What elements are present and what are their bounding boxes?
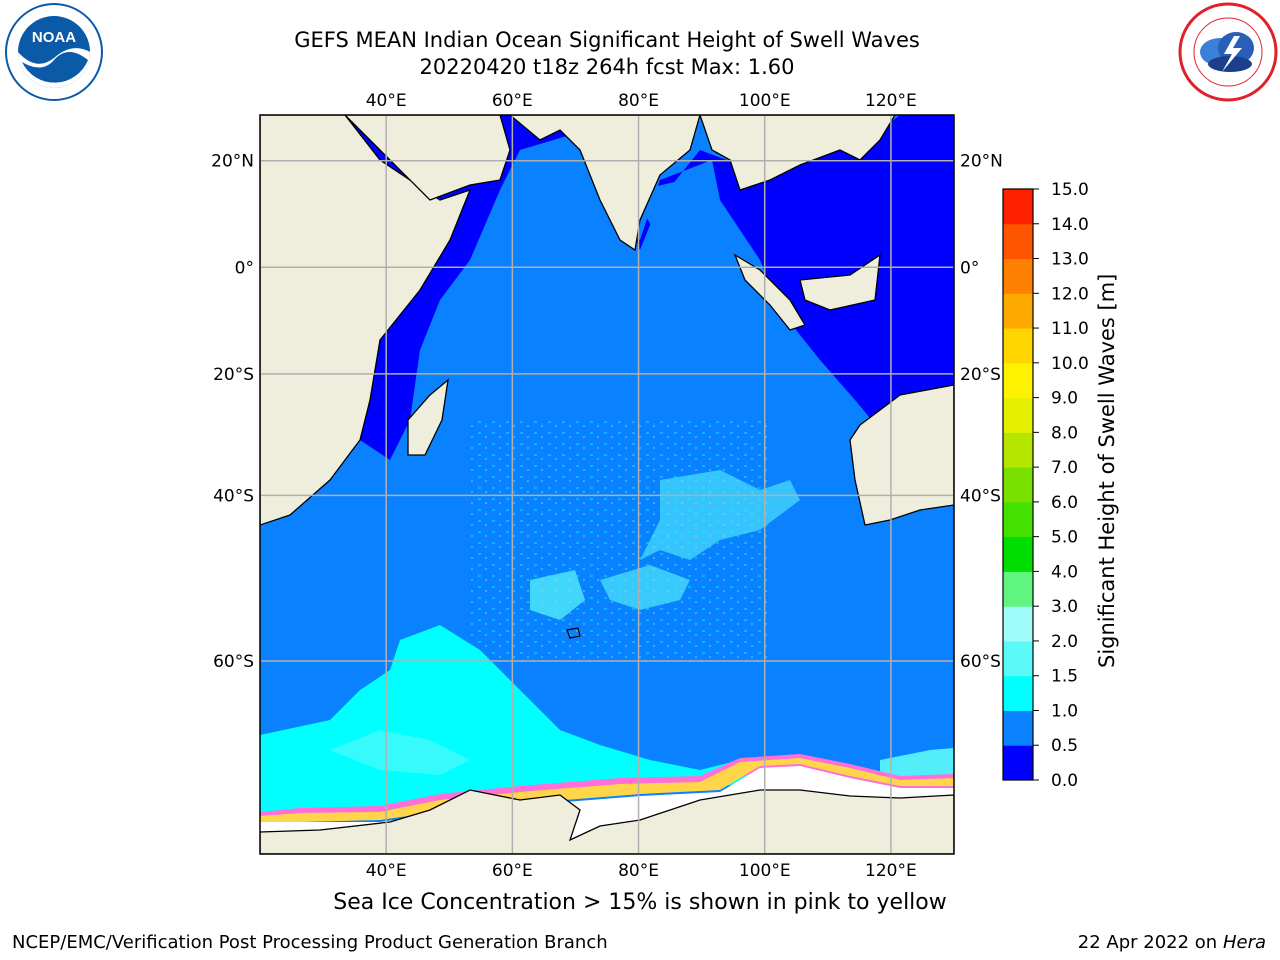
lat-tick-left: 0° <box>235 258 254 278</box>
nws-logo-icon <box>1178 2 1278 102</box>
chart-title: GEFS MEAN Indian Ocean Significant Heigh… <box>294 28 920 52</box>
borneo-land <box>799 253 881 311</box>
colorbar-swatch <box>1003 501 1033 538</box>
lon-tick-bottom: 60°E <box>492 861 533 881</box>
colorbar-tick-label: 4.0 <box>1051 562 1078 582</box>
footer-branch: NCEP/EMC/Verification Post Processing Pr… <box>12 932 608 953</box>
lon-tick-bottom: 100°E <box>739 861 791 881</box>
lat-tick-right: 20°S <box>960 365 1001 385</box>
lat-tick-left: 60°S <box>213 652 254 672</box>
australia-land <box>849 384 954 526</box>
colorbar-swatch <box>1003 397 1033 433</box>
colorbar-swatch <box>1003 223 1033 260</box>
africa-land <box>260 115 472 526</box>
colorbar-tick-label: 10.0 <box>1051 354 1089 374</box>
colorbar-swatch <box>1003 328 1033 364</box>
lon-tick-bottom: 40°E <box>366 861 407 881</box>
lat-tick-left: 20°S <box>213 365 254 385</box>
lat-tick-right: 20°N <box>960 152 1003 172</box>
colorbar-tick-label: 11.0 <box>1051 319 1089 339</box>
colorbar-swatch <box>1003 606 1033 642</box>
colorbar-swatch <box>1003 710 1033 746</box>
lon-tick-bottom: 120°E <box>865 861 917 881</box>
colorbar-tick-label: 12.0 <box>1051 284 1089 304</box>
colorbar-tick-label: 5.0 <box>1051 528 1078 548</box>
noaa-logo-icon: NOAA <box>5 3 103 101</box>
colorbar-tick-label: 7.0 <box>1051 458 1078 478</box>
low-swell-region <box>345 115 954 460</box>
southeast-asia-land <box>699 115 896 191</box>
india-land <box>508 115 701 252</box>
lon-tick-top: 40°E <box>366 91 407 111</box>
colorbar-tick-label: 0.5 <box>1051 736 1078 756</box>
lat-tick-left: 20°N <box>211 152 254 172</box>
madagascar-land <box>407 378 449 456</box>
colorbar-label: Significant Height of Swell Waves [m] <box>1095 273 1119 668</box>
map-frame <box>259 114 955 855</box>
colorbar-swatch <box>1003 432 1033 468</box>
colorbar-tick-label: 13.0 <box>1051 250 1089 270</box>
colorbar-swatch <box>1003 362 1033 399</box>
colorbar-swatch <box>1003 745 1033 781</box>
colorbar-swatch <box>1003 536 1033 572</box>
colorbar-tick-label: 0.0 <box>1051 771 1078 791</box>
colorbar-swatch <box>1003 293 1033 329</box>
colorbar-tick-label: 3.0 <box>1051 597 1078 617</box>
swell-speckle-area <box>470 420 770 660</box>
footer-host: Hera <box>1222 932 1266 953</box>
colorbar-swatch <box>1003 640 1033 677</box>
colorbar-tick-label: 15.0 <box>1051 180 1089 200</box>
noaa-logo-text: NOAA <box>32 29 76 46</box>
chart-subtitle: 20220420 t18z 264h fcst Max: 1.60 <box>419 55 795 79</box>
lon-tick-top: 60°E <box>492 91 533 111</box>
lon-tick-top: 100°E <box>739 91 791 111</box>
colorbar-tick-label: 1.5 <box>1051 667 1078 687</box>
kerguelen-island <box>566 627 581 639</box>
colorbar-swatch <box>1003 675 1033 711</box>
lat-tick-right: 40°S <box>960 486 1001 506</box>
footer-date-text: 22 Apr 2022 on <box>1077 932 1218 953</box>
map-gridlines <box>260 115 954 854</box>
colorbar-tick-label: 8.0 <box>1051 423 1078 443</box>
colorbar-swatch <box>1003 189 1033 225</box>
colorbar-tick-label: 14.0 <box>1051 215 1089 235</box>
lat-tick-left: 40°S <box>213 486 254 506</box>
lon-tick-top: 120°E <box>865 91 917 111</box>
sea-ice-caption: Sea Ice Concentration > 15% is shown in … <box>333 890 947 915</box>
colorbar-frame <box>1002 188 1034 781</box>
lat-tick-right: 0° <box>960 258 979 278</box>
colorbar-swatch <box>1003 258 1033 294</box>
colorbar-tick-label: 2.0 <box>1051 632 1078 652</box>
lat-tick-right: 60°S <box>960 652 1001 672</box>
colorbar-tick-label: 1.0 <box>1051 701 1078 721</box>
colorbar-swatch <box>1003 571 1033 607</box>
colorbar-tick-label: 6.0 <box>1051 493 1078 513</box>
colorbar-swatch <box>1003 467 1033 503</box>
antarctica-land <box>260 789 954 854</box>
colorbar-tick-label: 9.0 <box>1051 389 1078 409</box>
footer-date: 22 Apr 2022 on Hera <box>1078 932 1266 953</box>
lon-tick-top: 80°E <box>618 91 659 111</box>
lon-tick-bottom: 80°E <box>618 861 659 881</box>
